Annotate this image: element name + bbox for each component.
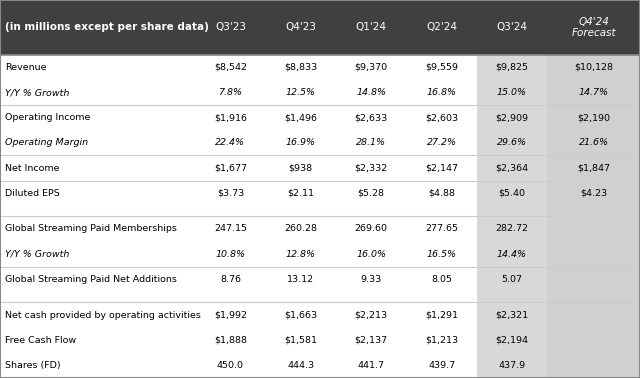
- Text: Q3'23: Q3'23: [215, 22, 246, 33]
- Text: Q4'24
Forecast: Q4'24 Forecast: [572, 17, 616, 38]
- Text: 12.8%: 12.8%: [286, 249, 316, 259]
- Text: Q2'24: Q2'24: [426, 22, 457, 33]
- Text: Q4'23: Q4'23: [285, 22, 316, 33]
- Text: $2,190: $2,190: [577, 113, 610, 122]
- Text: 282.72: 282.72: [495, 225, 529, 234]
- Text: $2,147: $2,147: [425, 164, 458, 173]
- Text: Net cash provided by operating activities: Net cash provided by operating activitie…: [5, 311, 201, 319]
- Text: 16.5%: 16.5%: [427, 249, 456, 259]
- Text: $1,213: $1,213: [425, 336, 458, 345]
- FancyBboxPatch shape: [0, 0, 640, 55]
- Text: Y/Y % Growth: Y/Y % Growth: [5, 249, 70, 259]
- Text: 8.76: 8.76: [220, 275, 241, 284]
- Text: 437.9: 437.9: [499, 361, 525, 370]
- Text: Net Income: Net Income: [5, 164, 60, 173]
- Text: $4.88: $4.88: [428, 189, 455, 198]
- Text: $2,909: $2,909: [495, 113, 529, 122]
- Text: 277.65: 277.65: [425, 225, 458, 234]
- Text: 5.07: 5.07: [502, 275, 522, 284]
- Text: $3.73: $3.73: [217, 189, 244, 198]
- Text: Free Cash Flow: Free Cash Flow: [5, 336, 76, 345]
- Text: $10,128: $10,128: [574, 63, 613, 72]
- Text: 450.0: 450.0: [217, 361, 244, 370]
- Text: Diluted EPS: Diluted EPS: [5, 189, 60, 198]
- FancyBboxPatch shape: [547, 55, 640, 378]
- Text: 14.4%: 14.4%: [497, 249, 527, 259]
- Text: Q1'24: Q1'24: [356, 22, 387, 33]
- Text: $2,213: $2,213: [355, 311, 388, 319]
- Text: $9,825: $9,825: [495, 63, 529, 72]
- Text: 28.1%: 28.1%: [356, 138, 386, 147]
- Text: $9,370: $9,370: [355, 63, 388, 72]
- Text: 12.5%: 12.5%: [286, 88, 316, 97]
- Text: Operating Margin: Operating Margin: [5, 138, 88, 147]
- Text: 10.8%: 10.8%: [216, 249, 245, 259]
- Text: $9,559: $9,559: [425, 63, 458, 72]
- Text: $1,291: $1,291: [425, 311, 458, 319]
- Text: (in millions except per share data): (in millions except per share data): [5, 22, 209, 33]
- Text: $2,321: $2,321: [495, 311, 529, 319]
- Text: 247.15: 247.15: [214, 225, 247, 234]
- Text: 16.0%: 16.0%: [356, 249, 386, 259]
- Text: 14.7%: 14.7%: [579, 88, 609, 97]
- Text: 14.8%: 14.8%: [356, 88, 386, 97]
- Text: 8.05: 8.05: [431, 275, 452, 284]
- Text: $1,888: $1,888: [214, 336, 247, 345]
- Text: 27.2%: 27.2%: [427, 138, 456, 147]
- Text: $2,194: $2,194: [495, 336, 529, 345]
- Text: Revenue: Revenue: [5, 63, 47, 72]
- Text: Global Streaming Paid Memberships: Global Streaming Paid Memberships: [5, 225, 177, 234]
- Text: $2,332: $2,332: [355, 164, 388, 173]
- Text: $1,677: $1,677: [214, 164, 247, 173]
- Text: 444.3: 444.3: [287, 361, 314, 370]
- Text: 7.8%: 7.8%: [218, 88, 243, 97]
- Text: Q3'24: Q3'24: [497, 22, 527, 33]
- Text: $5.28: $5.28: [358, 189, 385, 198]
- Text: 16.8%: 16.8%: [427, 88, 456, 97]
- Text: 16.9%: 16.9%: [286, 138, 316, 147]
- Text: $1,581: $1,581: [284, 336, 317, 345]
- Text: Shares (FD): Shares (FD): [5, 361, 61, 370]
- Text: $1,663: $1,663: [284, 311, 317, 319]
- Text: 441.7: 441.7: [358, 361, 385, 370]
- Text: Global Streaming Paid Net Additions: Global Streaming Paid Net Additions: [5, 275, 177, 284]
- Text: $2,137: $2,137: [355, 336, 388, 345]
- Text: 439.7: 439.7: [428, 361, 455, 370]
- Text: $1,916: $1,916: [214, 113, 247, 122]
- FancyBboxPatch shape: [477, 55, 547, 378]
- Text: $1,992: $1,992: [214, 311, 247, 319]
- Text: $2,633: $2,633: [355, 113, 388, 122]
- Text: $1,496: $1,496: [284, 113, 317, 122]
- Text: $2,603: $2,603: [425, 113, 458, 122]
- Text: $4.23: $4.23: [580, 189, 607, 198]
- Text: 21.6%: 21.6%: [579, 138, 609, 147]
- Text: $1,847: $1,847: [577, 164, 610, 173]
- Text: $5.40: $5.40: [499, 189, 525, 198]
- Text: 13.12: 13.12: [287, 275, 314, 284]
- Text: $8,833: $8,833: [284, 63, 317, 72]
- Text: $2.11: $2.11: [287, 189, 314, 198]
- Text: Operating Income: Operating Income: [5, 113, 90, 122]
- Text: $8,542: $8,542: [214, 63, 247, 72]
- Text: 29.6%: 29.6%: [497, 138, 527, 147]
- Text: $2,364: $2,364: [495, 164, 529, 173]
- Text: Y/Y % Growth: Y/Y % Growth: [5, 88, 70, 97]
- Text: 269.60: 269.60: [355, 225, 388, 234]
- Text: 15.0%: 15.0%: [497, 88, 527, 97]
- Text: $938: $938: [289, 164, 313, 173]
- Text: 260.28: 260.28: [284, 225, 317, 234]
- Text: 22.4%: 22.4%: [216, 138, 245, 147]
- Text: 9.33: 9.33: [360, 275, 382, 284]
